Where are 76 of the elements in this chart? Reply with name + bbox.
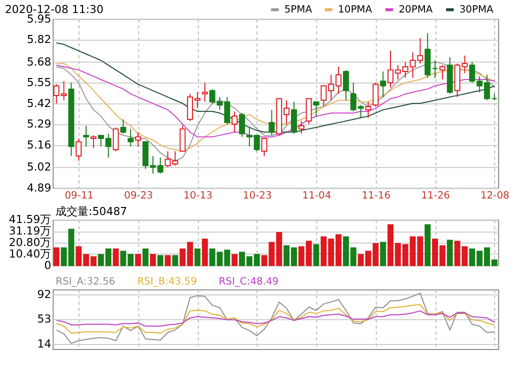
text: 成交量:50487: [56, 204, 128, 218]
legend-label: 30PMA: [459, 4, 494, 16]
candlestick: [232, 110, 238, 133]
bar: [380, 242, 386, 266]
line-series: [56, 310, 495, 327]
text: RSI_A:32.56: [56, 276, 116, 288]
candlestick: [290, 101, 297, 134]
candlestick: [90, 134, 97, 149]
candlestick: [239, 112, 245, 138]
y-tick-label: 4.89: [26, 181, 52, 194]
candlestick: [365, 101, 372, 118]
bar: [112, 248, 119, 266]
bar: [424, 224, 431, 266]
candlestick: [112, 126, 119, 152]
bar: [202, 238, 208, 266]
bar: [157, 255, 164, 266]
candlestick: [313, 101, 320, 117]
y-tick-label: 5.02: [26, 160, 52, 174]
y-tick-label: 20.80万: [8, 236, 52, 250]
candlestick: [128, 128, 134, 147]
legend-label: 10PMA: [338, 4, 372, 16]
y-tick-label: 31.19万: [8, 224, 52, 238]
x-tick-label: 09-11: [64, 190, 94, 202]
line-series: [56, 292, 495, 344]
candlestick: [261, 138, 268, 157]
candlestick: [298, 120, 304, 134]
line-series: [56, 42, 495, 133]
y-tick-label: 5.95: [26, 12, 52, 26]
y-tick-label: 10.40万: [8, 248, 52, 261]
bar: [446, 240, 453, 266]
y-tick-label: 5.42: [26, 96, 52, 110]
bar: [150, 254, 156, 266]
candlestick: [380, 71, 386, 98]
x-tick-label: 12-08: [480, 190, 510, 202]
x-tick-label: 10-13: [184, 190, 212, 202]
bar: [313, 244, 320, 266]
y-tick-label: 92: [37, 288, 52, 301]
bar: [53, 247, 60, 266]
line-series: [56, 304, 495, 334]
bar: [232, 254, 238, 266]
candlestick: [83, 125, 90, 147]
text: RSI_B:43.59: [137, 276, 197, 288]
legend-label: 5PMA: [284, 4, 312, 16]
y-tick-label: 5.82: [26, 33, 52, 46]
bar: [194, 248, 200, 266]
candlestick: [180, 125, 186, 152]
candlestick: [342, 69, 349, 101]
x-tick-label: 09-23: [124, 190, 154, 202]
candlestick: [135, 132, 142, 147]
x-tick-label: 10-23: [242, 190, 272, 202]
y-tick-label: 5.29: [26, 118, 52, 131]
x-tick-label: 11-26: [421, 190, 450, 202]
text: RSI_C:48.49: [218, 276, 279, 288]
bar: [164, 255, 171, 266]
candlestick: [76, 138, 82, 162]
y-tick-label: 41.59万: [8, 213, 52, 226]
candlestick: [432, 60, 438, 78]
x-tick-label: 11-16: [362, 190, 391, 202]
y-tick-label: 14: [37, 337, 52, 350]
y-tick-label: 53: [37, 312, 52, 326]
candlestick: [120, 118, 126, 134]
y-tick-label: 0: [44, 258, 52, 272]
candlestick: [372, 82, 379, 108]
bar: [172, 255, 178, 266]
y-tick-label: 5.16: [26, 138, 52, 152]
x-tick-label: 11-04: [302, 190, 332, 202]
candlestick: [306, 98, 312, 125]
legend-label: 20PMA: [398, 4, 433, 16]
candlestick: [202, 82, 208, 102]
candlestick: [268, 109, 275, 136]
candlestick: [439, 64, 446, 80]
bar: [142, 248, 148, 266]
line-series: [56, 64, 495, 138]
bar: [135, 254, 142, 266]
y-tick-label: 5.68: [26, 55, 52, 68]
y-tick-label: 5.55: [26, 76, 52, 90]
